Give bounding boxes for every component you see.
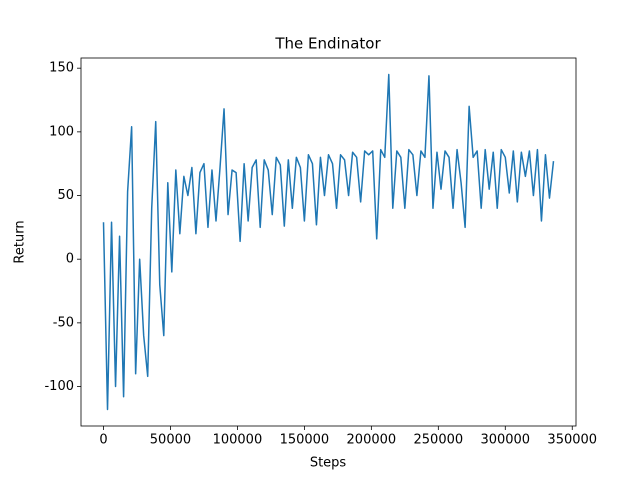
y-axis-label: Return <box>13 220 28 263</box>
y-tick-label: 50 <box>57 188 74 203</box>
x-tick-label: 350000 <box>547 433 597 448</box>
chart-title: The Endinator <box>274 35 381 53</box>
plot-frame <box>80 57 577 427</box>
x-tick-label: 200000 <box>347 433 397 448</box>
x-tick-label: 50000 <box>150 433 191 448</box>
x-tick-label: 300000 <box>480 433 530 448</box>
x-tick-label: 0 <box>99 433 107 448</box>
x-axis-label: Steps <box>310 456 347 471</box>
y-tick-label: -100 <box>44 379 74 394</box>
x-tick-label: 250000 <box>414 433 464 448</box>
x-tick-label: 150000 <box>280 433 330 448</box>
data-line <box>102 73 555 411</box>
y-tick-label: 100 <box>49 124 74 139</box>
y-tick-label: 0 <box>66 252 74 267</box>
y-tick-label: -50 <box>53 315 74 330</box>
x-tick-label: 100000 <box>213 433 263 448</box>
y-tick-label: 150 <box>49 61 74 76</box>
